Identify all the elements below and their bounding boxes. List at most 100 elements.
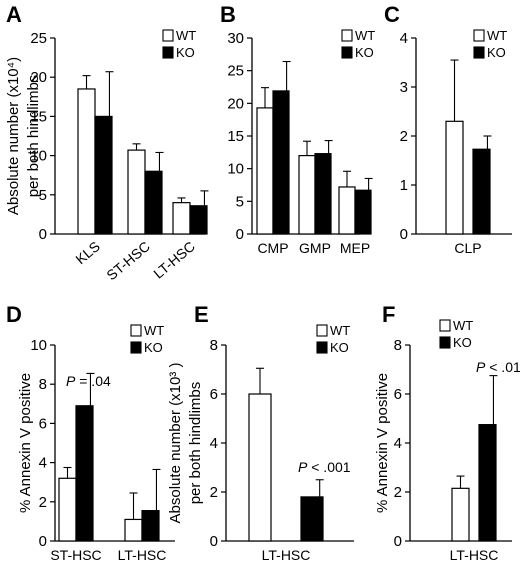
x-tick-label: LT-HSC [150,238,198,282]
y-tick-label: 15 [30,108,47,125]
y-tick-label: 10 [30,337,47,354]
ko-bar [314,153,332,235]
legend-ko-swatch [439,336,451,349]
panel-F: F 0 2 4 6 8 % Annexin V positive LT-HSC WT KO P < … [374,302,520,563]
wt-bar [451,487,470,542]
ko-bar [478,424,497,542]
wt-bar [256,107,274,235]
legend-label: KO [330,340,349,355]
panel-C: C 0 1 2 3 4 CLP WT KO [384,2,512,256]
y-tick-label: 25 [227,63,244,80]
y-tick-label: 2 [394,484,402,501]
legend-wt-swatch [130,324,142,337]
y-tick-label: 20 [227,95,244,112]
panel-B: B 0 5 10 15 20 25 30 CMP GMP MEP WT KO [220,2,375,256]
y-tick-label: 0 [400,226,408,243]
y-axis-label-line2: per both hindlimbs [187,382,204,505]
wt-bar [445,120,464,235]
y-tick-label: 6 [210,386,218,403]
y-tick-label: 0 [394,533,402,550]
x-tick-label: ST-HSC [103,238,153,283]
p-italic: P [476,359,486,375]
legend-ko-swatch [130,341,142,354]
y-axis-label: Absolute number (x10⁴) [5,57,22,215]
wt-bar [338,186,356,235]
y-tick-label: 2 [210,484,218,501]
y-tick-label: 15 [227,128,244,145]
y-tick-label: 0 [39,226,47,243]
ko-bar [354,189,372,235]
legend-label: WT [355,28,375,43]
y-tick-label: 4 [210,435,218,452]
legend-wt-swatch [439,319,451,332]
panel-A: A 0 5 10 15 20 25 Absolute number (x10⁴) per bot… [5,2,209,283]
x-tick-label: ST-HSC [50,547,101,563]
panel-letter: E [194,302,209,327]
ko-bar [144,170,163,235]
wt-bar [127,149,146,235]
y-tick-label: 6 [394,386,402,403]
p-italic: P [298,459,308,475]
y-tick-label: 8 [39,376,47,393]
y-tick-label: 0 [39,533,47,550]
y-tick-label: 8 [210,337,218,354]
y-tick-label: 30 [227,30,244,47]
y-axis-label: Absolute number (x10³ ) [167,363,184,524]
legend-wt-swatch [341,29,353,42]
wt-bar [77,88,96,235]
p-rest: < .01 [485,359,520,375]
ko-bar [75,405,94,542]
wt-bar [58,477,77,542]
p-value-annotation: P < .01 [476,359,520,375]
wt-bar [298,155,316,235]
legend-ko-swatch [316,341,328,354]
y-axis-label: % Annexin V positive [17,373,34,513]
y-tick-label: 10 [227,161,244,178]
y-tick-label: 0 [236,226,244,243]
legend-wt-swatch [473,29,485,42]
p-value-annotation: P < .001 [298,459,351,475]
panel-D: D 0 2 4 6 8 10 % Annexin V positive ST-HSC LT-HSC… [6,302,175,563]
wt-bar [248,393,272,542]
y-axis-label: % Annexin V positive [374,373,391,513]
y-tick-label: 2 [39,494,47,511]
panel-E: E 0 2 4 6 8 Absolute number (x10³ ) per both hi… [167,302,354,563]
x-tick-label: LT-HSC [262,547,311,563]
panel-letter: B [220,2,236,27]
x-tick-label: MEP [340,240,370,256]
legend-label: WT [144,323,164,338]
panel-letter: A [6,2,22,27]
y-tick-label: 8 [394,337,402,354]
y-tick-label: 20 [30,69,47,86]
legend-label: WT [453,318,473,333]
legend-label: WT [487,28,507,43]
legend-label: KO [487,45,506,60]
legend-label: KO [355,45,374,60]
x-tick-label: LT-HSC [118,547,167,563]
legend-label: KO [176,45,195,60]
y-tick-label: 4 [394,435,402,452]
legend-label: KO [144,340,163,355]
y-tick-label: 4 [400,30,408,47]
panel-letter: C [384,2,400,27]
ko-bar [189,205,208,235]
y-tick-label: 5 [39,187,47,204]
y-tick-label: 25 [30,30,47,47]
y-tick-label: 4 [39,455,47,472]
ko-bar [141,510,160,542]
legend-ko-swatch [341,46,353,59]
ko-bar [272,90,290,235]
x-tick-label: KLS [72,238,103,267]
y-axis-label-line2: per both hindlimbs [25,75,42,198]
panel-letter: F [382,302,395,327]
ko-bar [300,496,324,542]
legend-wt-swatch [162,29,174,42]
y-tick-label: 3 [400,79,408,96]
p-value-annotation: P = .04 [66,373,111,389]
x-tick-label: LT-HSC [450,547,499,563]
legend-ko-swatch [162,46,174,59]
legend-label: WT [176,28,196,43]
y-tick-label: 1 [400,177,408,194]
y-tick-label: 0 [210,533,218,550]
legend-label: KO [453,335,472,350]
